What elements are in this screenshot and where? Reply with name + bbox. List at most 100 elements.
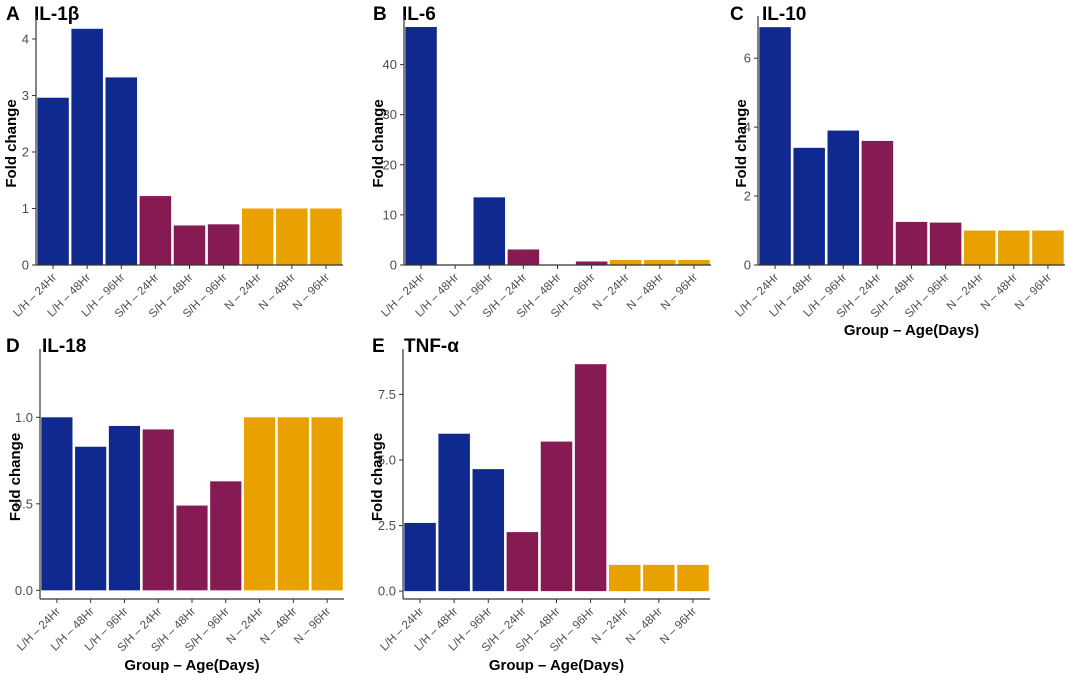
panel-b-bar-s-h-96hr (575, 261, 608, 265)
panel-b-bar-n-96hr (678, 259, 710, 265)
panel-a-bar-l-h-96hr (105, 77, 138, 265)
panel-e-letter: E (372, 336, 385, 357)
panel-d-xtick-label: N – 96Hr (292, 606, 333, 647)
panel-e-xtick-label: N – 24Hr (590, 606, 631, 647)
panel-a-xtick-label: N – 48Hr (257, 272, 298, 313)
panel-d-bar-l-h-24hr (41, 417, 73, 591)
panel-b-xtick-label: N – 96Hr (659, 272, 700, 313)
panel-e-bar-n-48hr (643, 564, 675, 592)
panel-d-bar-n-48hr (277, 417, 309, 591)
panel-c-bar-s-h-48hr (895, 221, 928, 265)
panel-e-bar-s-h-48hr (540, 441, 573, 592)
panel-d-ytick-label: 0.5 (15, 496, 33, 511)
panel-e-ytick-label: 0.0 (378, 584, 396, 599)
panel-e-bar-l-h-96hr (472, 469, 505, 592)
panel-c-ytick-label: 0 (744, 258, 751, 273)
panel-d-xlabel: Group – Age(Days) (124, 657, 259, 674)
panel-a-bar-s-h-96hr (207, 224, 240, 265)
panel-c-title: IL-10 (762, 4, 806, 25)
panel-d-bar-s-h-24hr (142, 429, 174, 591)
panel-b-ytick-label: 40 (383, 57, 397, 72)
panel-b-bar-l-h-24hr (405, 27, 437, 266)
panel-e-bar-n-96hr (677, 564, 709, 592)
panel-b-xtick-label: N – 48Hr (625, 272, 666, 313)
panel-e-bar-s-h-96hr (574, 364, 607, 592)
panel-e-ytick-label: 2.5 (378, 518, 396, 533)
panel-a-ytick-label: 4 (22, 31, 29, 46)
panel-d-bar-s-h-96hr (210, 481, 242, 591)
panel-a-bar-s-h-24hr (139, 196, 172, 265)
panel-c-ytick-label: 2 (744, 189, 751, 204)
panel-e-bar-n-24hr (608, 564, 641, 592)
panel-c-ytick-label: 6 (744, 51, 751, 66)
panel-c-xtick-label: N – 48Hr (979, 272, 1020, 313)
panel-b-ytick-label: 10 (383, 207, 397, 222)
panel-a-bar-l-h-48hr (71, 28, 103, 266)
panel-c-bar-n-48hr (998, 230, 1030, 265)
panel-a-xtick-label: N – 96Hr (291, 272, 332, 313)
panel-c-bar-n-96hr (1032, 230, 1064, 265)
panel-a-title: IL-1β (34, 4, 79, 25)
panel-b-ytick-label: 20 (383, 157, 397, 172)
panel-a-ytick-label: 3 (22, 88, 29, 103)
panel-d-title: IL-18 (42, 336, 86, 357)
panel-e-bar-s-h-24hr (506, 532, 539, 592)
panel-d-bar-l-h-48hr (75, 446, 107, 591)
panel-c-bar-l-h-24hr (759, 27, 791, 266)
panel-a-ytick-label: 1 (22, 201, 29, 216)
panel-a-bar-n-24hr (241, 208, 274, 265)
panel-e-ytick-label: 5.0 (378, 452, 396, 467)
panel-b-xtick-label: N – 24Hr (591, 272, 632, 313)
panel-c-ytick-label: 4 (744, 120, 751, 135)
panel-a-ytick-label: 2 (22, 144, 29, 159)
panel-d-bar-s-h-48hr (176, 505, 208, 591)
panel-b-ytick-label: 0 (390, 258, 397, 273)
panel-e-title: TNF-α (404, 336, 459, 357)
panel-a-bar-l-h-24hr (37, 97, 69, 265)
panel-b-bar-n-24hr (609, 259, 642, 265)
panel-c-xtick-label: N – 24Hr (945, 272, 986, 313)
panel-e-bar-l-h-48hr (438, 433, 470, 592)
panel-a-xtick-label: N – 24Hr (223, 272, 264, 313)
panel-a-bar-s-h-48hr (173, 225, 206, 265)
panel-c-bar-s-h-24hr (861, 140, 894, 265)
panel-c-bar-l-h-48hr (793, 147, 825, 265)
panel-c-letter: C (730, 4, 744, 25)
panel-b-title: IL-6 (402, 4, 436, 25)
panel-b-ylabel: Fold change (370, 99, 387, 187)
panel-c-xtick-label: N – 96Hr (1013, 272, 1054, 313)
panel-a-ylabel: Fold change (3, 99, 20, 187)
panel-b-bar-l-h-96hr (473, 197, 506, 265)
panel-e-xlabel: Group – Age(Days) (489, 657, 624, 674)
panel-d-ytick-label: 0.0 (15, 583, 33, 598)
panel-d-bar-l-h-96hr (108, 425, 141, 591)
panel-a-letter: A (6, 4, 20, 25)
panel-c-xlabel: Group – Age(Days) (844, 322, 979, 339)
panel-e-ylabel: Fold change (369, 433, 386, 521)
panel-b-bar-n-48hr (644, 259, 676, 265)
panel-e-bar-l-h-24hr (404, 522, 436, 592)
panel-a-bar-n-48hr (276, 208, 308, 265)
panel-c-ylabel: Fold change (733, 99, 750, 187)
panel-c-bar-n-24hr (963, 230, 996, 265)
panel-a-bar-n-96hr (310, 208, 342, 265)
panel-b-bar-s-h-24hr (507, 249, 540, 265)
panel-d-bar-n-96hr (311, 417, 343, 591)
panel-d-ytick-label: 1.0 (15, 410, 33, 425)
panel-e-xtick-label: N – 48Hr (624, 606, 665, 647)
panel-d-letter: D (6, 336, 20, 357)
panel-e-ytick-label: 7.5 (378, 387, 396, 402)
panel-b-ytick-label: 30 (383, 107, 397, 122)
panel-d-bar-n-24hr (243, 417, 276, 591)
panel-c-bar-l-h-96hr (827, 130, 860, 265)
panel-a-ytick-label: 0 (22, 258, 29, 273)
panel-e-xtick-label: N – 96Hr (658, 606, 699, 647)
panel-b-letter: B (373, 4, 387, 25)
